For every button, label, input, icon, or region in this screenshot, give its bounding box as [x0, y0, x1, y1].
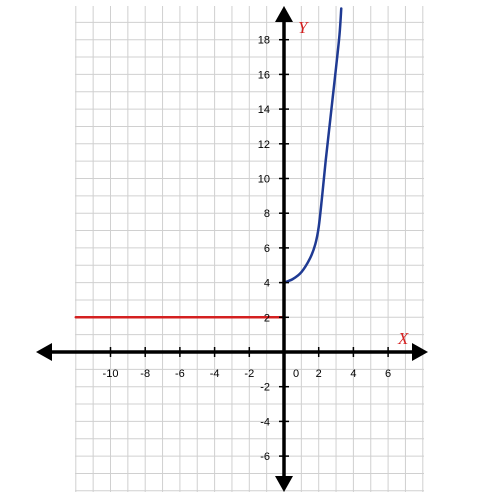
x-tick-label: -4 — [210, 368, 220, 380]
y-tick-label: 14 — [258, 104, 270, 116]
y-tick-label: 8 — [264, 208, 270, 220]
x-tick-label: 6 — [385, 368, 391, 380]
x-axis-arrow-right — [412, 343, 428, 361]
x-tick-label: -6 — [175, 368, 185, 380]
x-tick-label: -2 — [244, 368, 254, 380]
x-tick-label: 2 — [316, 368, 322, 380]
y-tick-label: 6 — [264, 243, 270, 255]
x-tick-label: -10 — [103, 368, 119, 380]
y-tick-label: 10 — [258, 174, 270, 186]
grid — [75, 6, 424, 492]
y-axis-arrow-top — [275, 6, 293, 22]
x-tick-label: 0 — [293, 368, 299, 380]
ticks: -10 -8 -6 -4 -2 0 2 4 6 18 16 14 12 10 8 6 4 2 -2 -4 -6 — [103, 35, 392, 463]
series-layer — [74, 7, 343, 319]
x-axis-label: X — [397, 329, 409, 348]
y-tick-label: 18 — [258, 35, 270, 47]
y-tick-label: -2 — [260, 382, 270, 394]
y-tick-label: 12 — [258, 139, 270, 151]
y-tick-label: 16 — [258, 69, 270, 81]
y-tick-label: -4 — [260, 416, 270, 428]
x-tick-label: -8 — [140, 368, 150, 380]
y-tick-label: 4 — [264, 278, 270, 290]
x-tick-label: 4 — [350, 368, 356, 380]
series-line-1 — [282, 7, 343, 284]
x-axis-arrow-left — [36, 343, 52, 361]
y-axis-label: Y — [298, 18, 309, 37]
y-tick-label: -6 — [260, 451, 270, 463]
y-axis-arrow-bottom — [275, 476, 293, 492]
y-tick-label: 2 — [264, 312, 270, 324]
